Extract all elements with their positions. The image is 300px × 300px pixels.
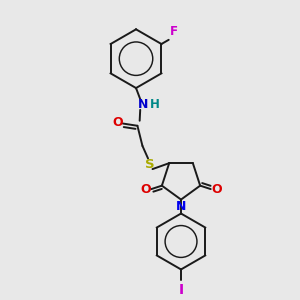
- Text: O: O: [140, 183, 151, 196]
- Text: O: O: [212, 183, 222, 196]
- Text: N: N: [138, 98, 148, 111]
- Text: I: I: [178, 284, 184, 297]
- Text: H: H: [150, 98, 160, 111]
- Text: N: N: [176, 200, 186, 213]
- Text: F: F: [170, 26, 178, 38]
- Text: S: S: [146, 158, 155, 171]
- Text: O: O: [112, 116, 123, 130]
